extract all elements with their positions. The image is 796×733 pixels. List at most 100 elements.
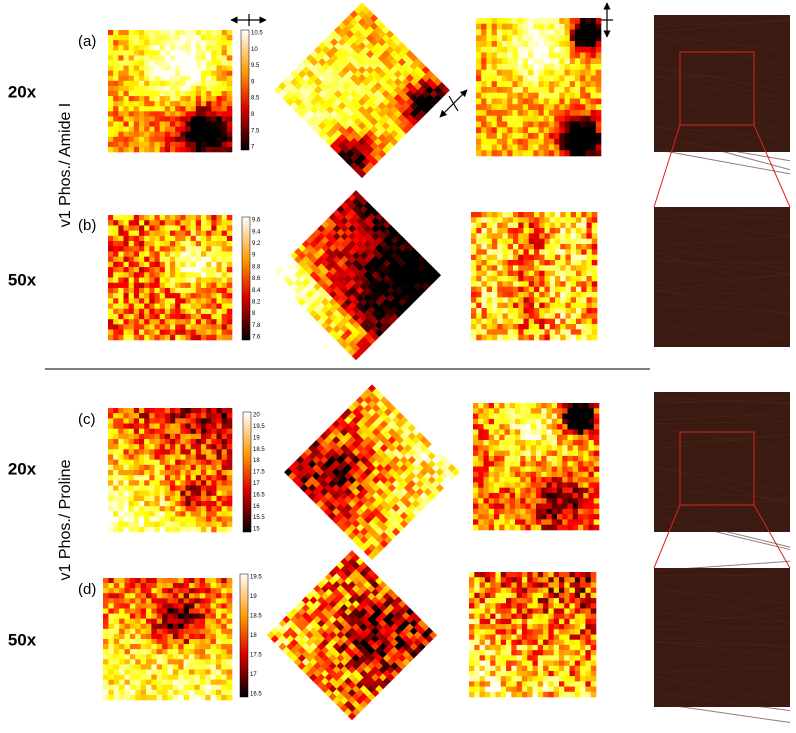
heatmap-cell (533, 35, 539, 41)
heatmap-cell (113, 455, 118, 460)
heatmap-cell (186, 278, 191, 284)
heatmap-cell (227, 408, 232, 413)
heatmap-cell (124, 444, 129, 449)
heatmap-cell (476, 313, 482, 319)
heatmap-cell (211, 86, 216, 91)
heatmap-cell (552, 504, 558, 510)
heatmap-cell (144, 30, 149, 35)
heatmap-cell (549, 70, 555, 76)
heatmap-cell (191, 517, 196, 522)
heatmap-cell (170, 116, 175, 121)
heatmap-cell (502, 122, 508, 128)
heatmap-cell (547, 493, 553, 499)
heatmap-cell (539, 228, 545, 234)
heatmap-cell (191, 283, 196, 289)
heatmap-cell (201, 116, 206, 121)
heatmap-cell (585, 87, 591, 93)
heatmap-cell (523, 133, 529, 139)
heatmap-cell (201, 127, 206, 132)
heatmap-cell (478, 424, 484, 430)
heatmap-cell (170, 324, 175, 330)
heatmap-cell (526, 414, 532, 420)
heatmap-cell (587, 313, 593, 319)
heatmap-cell (180, 309, 185, 315)
heatmap-cell (217, 76, 222, 81)
heatmap-cell (518, 70, 524, 76)
heatmap-cell (573, 440, 579, 446)
heatmap-cell (562, 429, 568, 435)
heatmap-cell (129, 122, 134, 127)
heatmap-cell (134, 460, 139, 465)
heatmap-cell (541, 414, 547, 420)
heatmap-cell (520, 467, 526, 473)
heatmap-cell (139, 429, 144, 434)
heatmap-cell (201, 314, 206, 320)
heatmap-cell (571, 271, 577, 277)
heatmap-cell (536, 525, 542, 531)
heatmap-cell (175, 241, 180, 247)
heatmap-cell (549, 93, 555, 99)
heatmap-cell (557, 419, 563, 425)
heatmap-cell (160, 527, 165, 532)
heatmap-cell (515, 445, 521, 451)
heatmap-cell (499, 451, 505, 457)
heatmap-cell (227, 251, 232, 257)
heatmap-cell (222, 335, 227, 341)
heatmap-cell (124, 127, 129, 132)
heatmap-cell (531, 493, 537, 499)
heatmap-cell (557, 493, 563, 499)
heatmap-cell (583, 509, 589, 515)
heatmap-cell (533, 104, 539, 110)
heatmap-cell (531, 451, 537, 457)
heatmap-cell (510, 456, 516, 462)
heatmap-cell (528, 122, 534, 128)
heatmap-cell (165, 522, 170, 527)
heatmap-cell (206, 246, 211, 252)
heatmap-cell (149, 257, 154, 263)
heatmap-cell (473, 493, 479, 499)
heatmap-cell (555, 297, 561, 303)
heatmap-cell (201, 220, 206, 226)
heatmap-cell (482, 329, 488, 335)
heatmap-cell (473, 435, 479, 441)
heatmap-cell (481, 133, 487, 139)
heatmap-cell (134, 272, 139, 278)
heatmap-cell (196, 96, 201, 101)
heatmap-cell (186, 272, 191, 278)
heatmap-cell (211, 330, 216, 336)
heatmap-cell (149, 309, 154, 315)
heatmap-cell (144, 86, 149, 91)
heatmap-cell (596, 99, 602, 105)
heatmap-cell (180, 501, 185, 506)
heatmap-cell (489, 514, 495, 520)
heatmap-cell (201, 50, 206, 55)
heatmap-cell (518, 329, 524, 335)
heatmap-cell (139, 246, 144, 252)
heatmap-cell (206, 225, 211, 231)
heatmap-cell (129, 470, 134, 475)
heatmap-cell (201, 491, 206, 496)
heatmap-cell (175, 225, 180, 231)
heatmap-cell (201, 460, 206, 465)
heatmap-cell (222, 298, 227, 304)
heatmap-cell (211, 241, 216, 247)
heatmap-cell (108, 137, 113, 142)
heatmap-cell (118, 429, 123, 434)
heatmap-cell (587, 260, 593, 266)
heatmap-cell (149, 330, 154, 336)
heatmap-cell (180, 220, 185, 226)
heatmap-cell (581, 308, 587, 314)
heatmap-cell (583, 419, 589, 425)
heatmap-cell (487, 292, 493, 298)
heatmap-cell (211, 35, 216, 40)
heatmap-cell (222, 304, 227, 310)
heatmap-cell (568, 403, 574, 409)
heatmap-cell (513, 297, 519, 303)
heatmap-cell (108, 246, 113, 252)
heatmap-cell (160, 465, 165, 470)
heatmap-cell (505, 509, 511, 515)
heatmap-cell (227, 475, 232, 480)
heatmap-cell (503, 324, 509, 330)
heatmap-cell (562, 472, 568, 478)
heatmap-cell (108, 278, 113, 284)
